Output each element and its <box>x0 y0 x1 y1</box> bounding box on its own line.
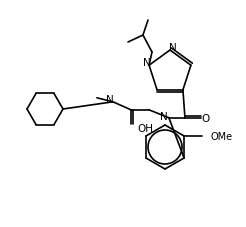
Text: N: N <box>106 94 114 104</box>
Text: OH: OH <box>137 123 153 133</box>
Text: N: N <box>169 43 177 53</box>
Text: N: N <box>160 111 168 121</box>
Text: O: O <box>202 113 210 123</box>
Text: OMe: OMe <box>210 131 232 141</box>
Text: N: N <box>143 58 151 68</box>
